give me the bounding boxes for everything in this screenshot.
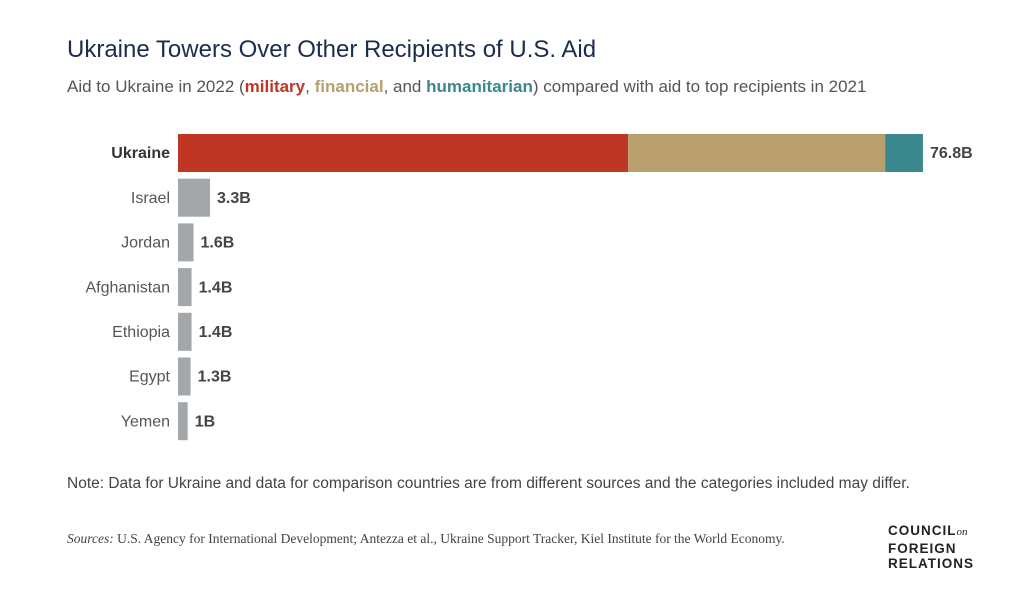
bar-segment	[178, 134, 629, 172]
bar	[178, 268, 192, 307]
sources-text: U.S. Agency for International Developmen…	[117, 531, 785, 546]
bar	[178, 178, 211, 217]
value-label: 1.4B	[199, 324, 233, 341]
bar	[178, 312, 192, 351]
bar-segment	[885, 134, 923, 172]
legend-label: humanitarian	[426, 77, 533, 96]
y-tick-label: Ethiopia	[112, 324, 170, 341]
logo: COUNCILon FOREIGN RELATIONS	[888, 523, 974, 572]
sources-label: Sources:	[67, 531, 114, 546]
chart-title: Ukraine Towers Over Other Recipients of …	[67, 36, 597, 63]
bar	[178, 402, 188, 441]
subtitle-text: , and	[383, 77, 427, 96]
y-tick-label: Yemen	[121, 413, 170, 430]
sources: Sources: U.S. Agency for International D…	[67, 531, 857, 546]
value-label: 3.3B	[217, 190, 251, 207]
value-label: 76.8B	[930, 145, 973, 162]
y-tick-label: Israel	[131, 190, 170, 207]
bar-segment	[628, 134, 886, 172]
subtitle-text: Aid to Ukraine in 2022 (	[67, 77, 245, 96]
logo-word: FOREIGN	[888, 540, 957, 556]
note: Note: Data for Ukraine and data for comp…	[67, 475, 910, 492]
bar	[178, 223, 194, 262]
y-tick-label: Egypt	[129, 369, 170, 386]
subtitle-text: ) compared with aid to top recipients in…	[532, 77, 867, 96]
logo-word: COUNCIL	[888, 523, 957, 538]
y-tick-label: Ukraine	[111, 145, 170, 162]
value-label: 1B	[195, 413, 215, 430]
y-tick-label: Jordan	[121, 235, 170, 252]
y-tick-label: Afghanistan	[85, 279, 170, 296]
chart-subtitle: Aid to Ukraine in 2022 (military, financ…	[67, 77, 866, 97]
subtitle-text: ,	[305, 77, 315, 96]
value-label: 1.6B	[201, 235, 235, 252]
bar	[178, 357, 191, 396]
value-label: 1.3B	[198, 369, 232, 386]
legend-label: financial	[314, 77, 384, 96]
legend-label: military	[244, 77, 306, 96]
value-label: 1.4B	[199, 279, 233, 296]
logo-word: on	[956, 526, 968, 538]
logo-word: RELATIONS	[888, 556, 974, 571]
